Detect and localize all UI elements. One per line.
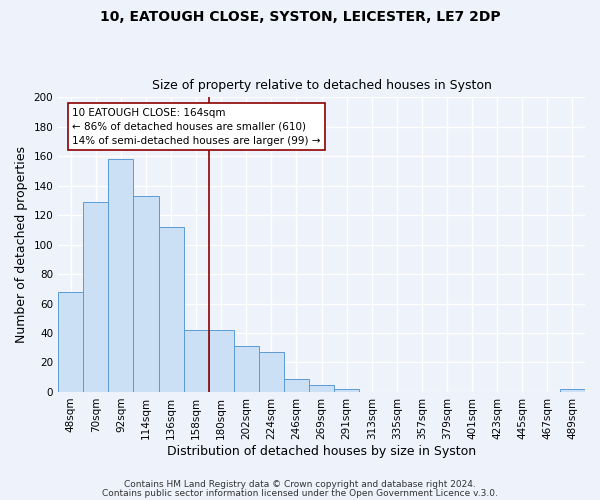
Bar: [209, 330, 234, 392]
Bar: [259, 352, 284, 392]
X-axis label: Distribution of detached houses by size in Syston: Distribution of detached houses by size …: [167, 444, 476, 458]
Bar: [184, 330, 209, 392]
Text: Contains HM Land Registry data © Crown copyright and database right 2024.: Contains HM Land Registry data © Crown c…: [124, 480, 476, 489]
Title: Size of property relative to detached houses in Syston: Size of property relative to detached ho…: [152, 79, 491, 92]
Bar: [234, 346, 259, 392]
Text: Contains public sector information licensed under the Open Government Licence v.: Contains public sector information licen…: [102, 488, 498, 498]
Bar: [109, 159, 133, 392]
Text: 10 EATOUGH CLOSE: 164sqm
← 86% of detached houses are smaller (610)
14% of semi-: 10 EATOUGH CLOSE: 164sqm ← 86% of detach…: [72, 108, 320, 146]
Bar: [133, 196, 158, 392]
Bar: [560, 389, 585, 392]
Bar: [334, 389, 359, 392]
Bar: [309, 384, 334, 392]
Bar: [83, 202, 109, 392]
Bar: [284, 378, 309, 392]
Text: 10, EATOUGH CLOSE, SYSTON, LEICESTER, LE7 2DP: 10, EATOUGH CLOSE, SYSTON, LEICESTER, LE…: [100, 10, 500, 24]
Bar: [58, 292, 83, 392]
Bar: [158, 227, 184, 392]
Y-axis label: Number of detached properties: Number of detached properties: [15, 146, 28, 343]
